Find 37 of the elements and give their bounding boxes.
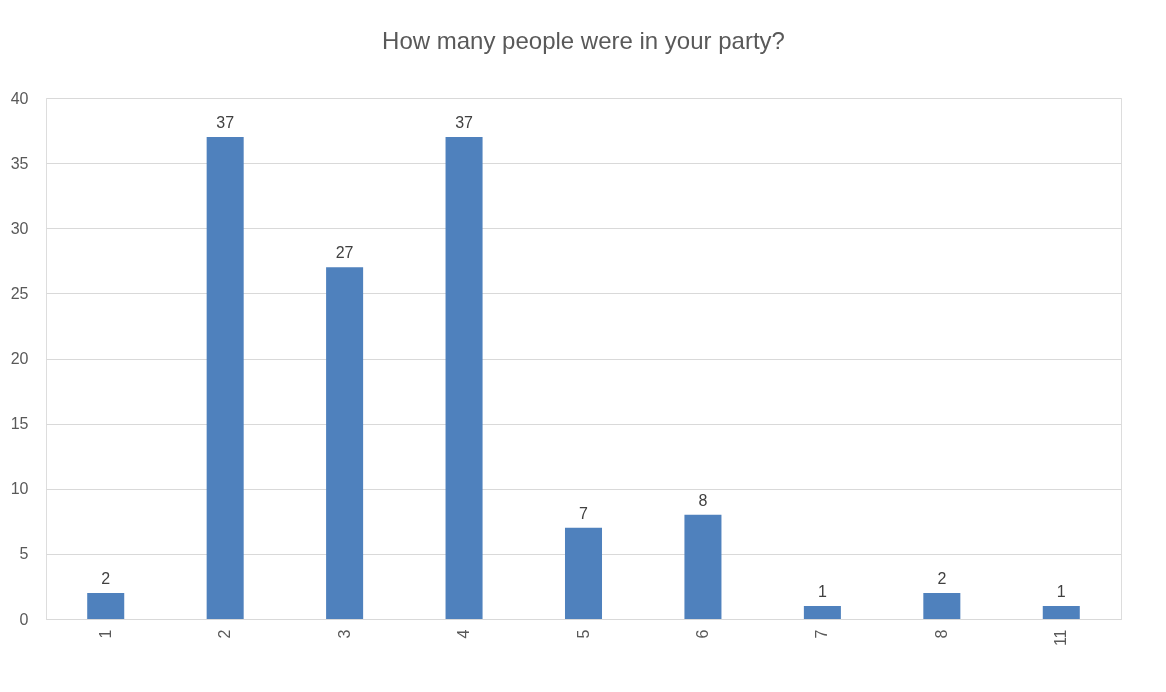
data-label: 37 [455,114,474,132]
y-tick-label: 20 [10,350,29,367]
y-tick-label: 25 [10,284,29,302]
x-tick-label: 6 [693,629,711,639]
data-label: 27 [335,244,354,262]
x-tick-label: 5 [574,629,592,639]
bar [326,267,364,619]
y-tick-label: 0 [19,610,29,628]
x-tick-label: 2 [216,629,234,639]
bar [564,527,603,619]
chart-title: How many people were in your party? [382,27,785,54]
data-label: 37 [216,114,235,132]
y-tick-label: 40 [10,89,29,107]
bar [87,592,125,619]
x-tick-label: 3 [335,629,353,639]
bar [684,514,722,619]
data-label: 2 [937,569,947,587]
y-tick-label: 30 [10,219,29,237]
x-tick-label: 8 [932,629,950,639]
bar [1042,605,1080,619]
data-label: 8 [698,491,708,509]
y-tick-label: 15 [10,415,29,433]
x-tick-label: 1 [96,629,114,639]
bar [206,137,244,619]
y-tick-label: 10 [10,480,29,498]
data-label: 7 [579,504,589,522]
x-tick-label: 7 [813,629,831,639]
bar [445,137,483,619]
x-tick-label: 11 [1052,629,1070,647]
y-tick-label: 5 [19,545,29,563]
data-label: 1 [817,582,827,600]
data-label: 2 [101,569,111,587]
y-tick-label: 35 [10,154,29,172]
data-label: 1 [1056,582,1066,600]
bar [923,592,961,619]
x-tick-label: 4 [455,629,473,639]
bar [803,605,841,619]
